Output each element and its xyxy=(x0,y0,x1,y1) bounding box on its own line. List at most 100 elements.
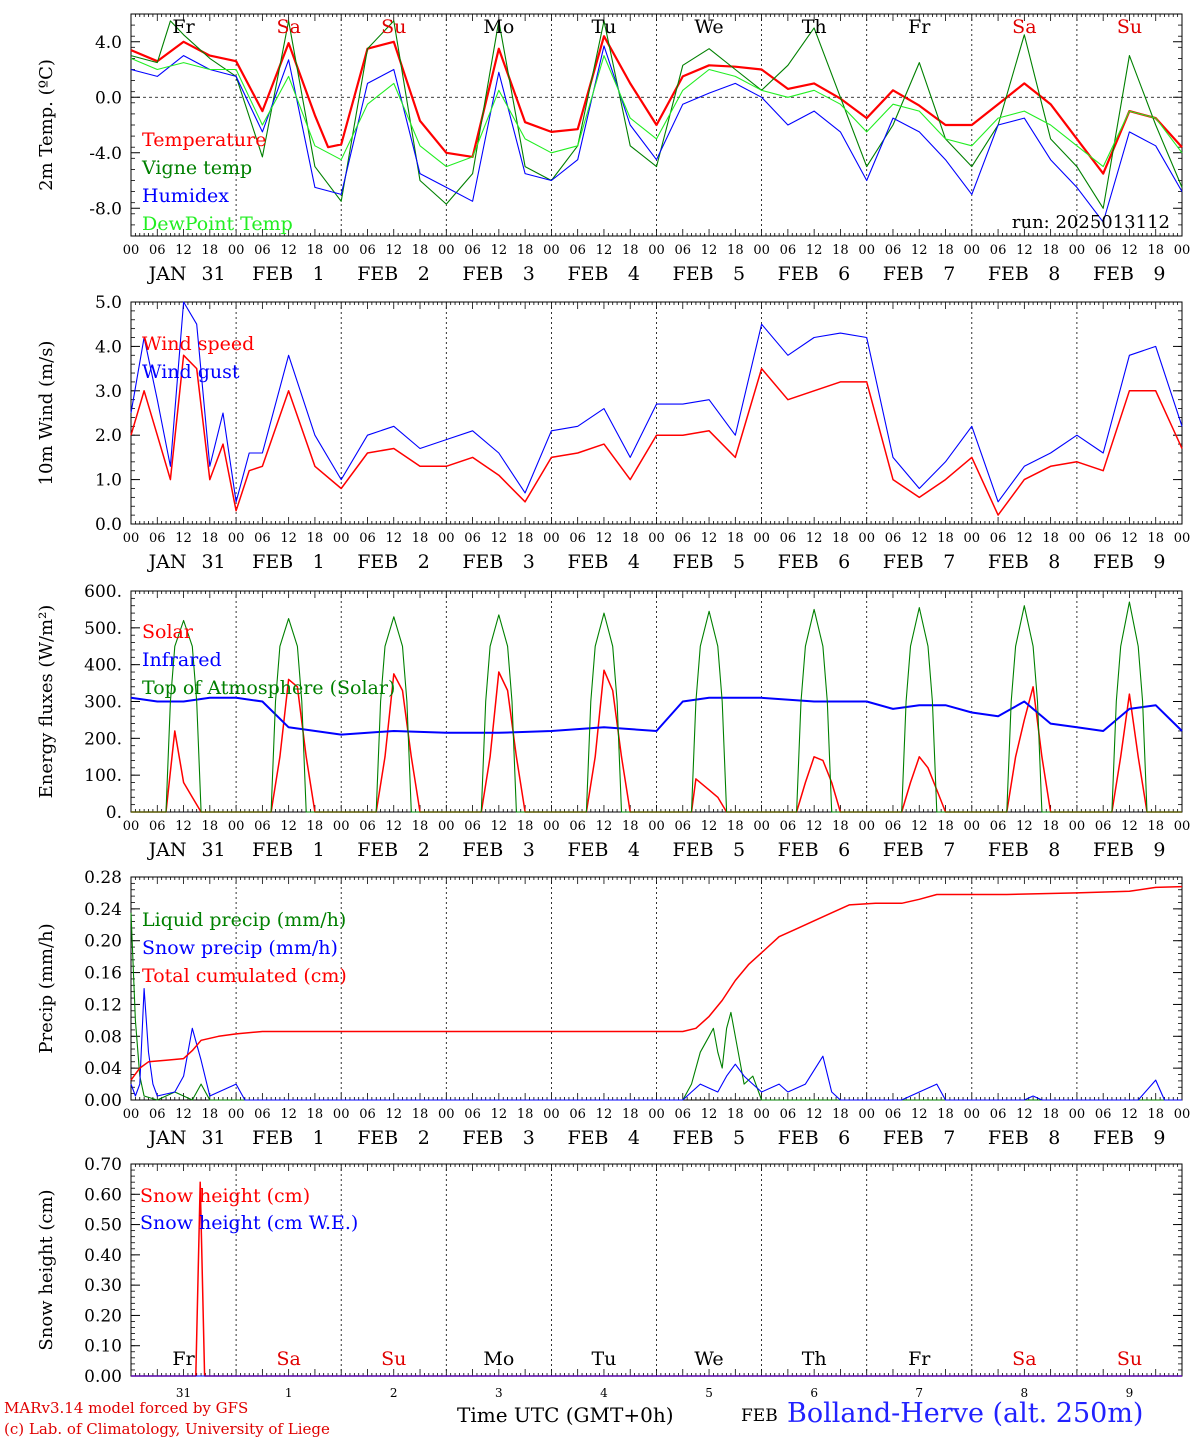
hour-tick-label: 12 xyxy=(280,1107,297,1122)
y-tick-label: 0.20 xyxy=(84,932,122,952)
hour-tick-label: 18 xyxy=(307,243,324,258)
hour-tick-label: 18 xyxy=(517,531,534,546)
hour-tick-label: 12 xyxy=(596,819,613,834)
date-day-label: 3 xyxy=(523,839,535,861)
hour-tick-label: 12 xyxy=(385,243,402,258)
y-tick-label: 0.00 xyxy=(84,1091,122,1111)
hour-tick-label: 18 xyxy=(412,1107,429,1122)
hour-tick-label: 00 xyxy=(1174,1107,1191,1122)
hour-tick-label: 12 xyxy=(596,243,613,258)
hour-tick-label: 12 xyxy=(701,1107,718,1122)
hour-tick-label: 00 xyxy=(964,531,981,546)
date-month-label: FEB xyxy=(462,839,503,861)
hour-tick-label: 12 xyxy=(701,243,718,258)
date-month-label: FEB xyxy=(883,1127,924,1149)
panel-snow: 0.00 0.10 0.20 0.30 0.40 0.50 0.60 0.70 Snow hei… xyxy=(36,1155,1183,1400)
hour-tick-label: 00 xyxy=(543,1107,560,1122)
hour-tick-label: 00 xyxy=(753,243,770,258)
date-month-label: FEB xyxy=(1093,839,1134,861)
date-day-label: 7 xyxy=(943,551,955,573)
weekday-label: We xyxy=(694,16,723,38)
weekday-label: Sa xyxy=(276,16,300,38)
hour-tick-label: 00 xyxy=(333,1107,350,1122)
panel-energy: 0. 100. 200. 300. 400. 500. 600. Energy fluxes … xyxy=(36,582,1190,861)
date-day-label: 3 xyxy=(523,551,535,573)
hour-tick-label: 06 xyxy=(254,819,271,834)
hour-tick-label: 06 xyxy=(359,1107,376,1122)
run-label: run: 2025013112 xyxy=(1012,212,1170,233)
panel-precip: 0.00 0.04 0.08 0.12 0.16 0.20 0.24 0.28 Precip (… xyxy=(36,868,1190,1149)
y-tick-label: 4.0 xyxy=(95,33,122,53)
hour-tick-label: 06 xyxy=(885,819,902,834)
weekday-label: Tu xyxy=(591,1348,616,1370)
date-day-label: 4 xyxy=(628,1127,640,1149)
hour-tick-label: 00 xyxy=(648,243,665,258)
legend-entry: Total cumulated (cm) xyxy=(142,965,347,987)
series-line xyxy=(130,354,1183,516)
hour-tick-label: 18 xyxy=(1042,243,1059,258)
date-month-label: FEB xyxy=(1093,1127,1134,1149)
hour-tick-label: 00 xyxy=(228,243,245,258)
date-month-label: FEB xyxy=(988,263,1029,285)
weekday-label: Su xyxy=(1117,16,1142,38)
date-day-label: 4 xyxy=(628,551,640,573)
hour-tick-label: 18 xyxy=(517,243,534,258)
date-month-label: FEB xyxy=(462,551,503,573)
y-tick-label: 400. xyxy=(84,656,122,676)
hour-tick-label: 12 xyxy=(911,1107,928,1122)
hour-tick-label: 06 xyxy=(359,819,376,834)
hour-tick-label: 18 xyxy=(832,819,849,834)
y-tick-label: 0.30 xyxy=(84,1276,122,1296)
model-note: MARv3.14 model forced by GFS xyxy=(4,1399,249,1417)
date-month-label: JAN xyxy=(147,551,187,573)
hour-tick-label: 06 xyxy=(254,1107,271,1122)
date-day-label: 31 xyxy=(201,263,225,285)
legend-entry: Vigne temp xyxy=(141,157,252,179)
hour-tick-label: 00 xyxy=(753,819,770,834)
hour-tick-label: 06 xyxy=(885,1107,902,1122)
weekday-label: Fr xyxy=(908,16,931,38)
y-tick-label: 0.20 xyxy=(84,1306,122,1326)
date-month-label: FEB xyxy=(252,551,293,573)
hour-tick-label: 00 xyxy=(543,243,560,258)
date-day-label: 4 xyxy=(628,839,640,861)
hour-tick-label: 12 xyxy=(911,531,928,546)
legend-entry: Wind gust xyxy=(142,361,240,383)
y-tick-label: 0.12 xyxy=(84,995,122,1015)
weekday-label: Th xyxy=(802,16,827,38)
y-axis-title: Energy fluxes (W/m²) xyxy=(36,605,57,799)
date-day-label: 6 xyxy=(838,1127,850,1149)
series-line xyxy=(131,601,1182,813)
hour-tick-label: 00 xyxy=(123,243,140,258)
day-number-label: 2 xyxy=(390,1386,398,1400)
hour-tick-label: 18 xyxy=(202,819,219,834)
hour-tick-label: 00 xyxy=(1174,531,1191,546)
hour-tick-label: 12 xyxy=(280,531,297,546)
date-day-label: 8 xyxy=(1048,839,1060,861)
station-title: Bolland-Herve (alt. 250m) xyxy=(787,1398,1144,1429)
y-tick-label: 200. xyxy=(84,729,122,749)
y-tick-label: 3.0 xyxy=(95,382,122,402)
series-line xyxy=(130,696,1183,736)
hour-tick-label: 06 xyxy=(1095,243,1112,258)
y-axis-title: Snow height (cm) xyxy=(36,1189,57,1350)
hour-tick-label: 06 xyxy=(569,531,586,546)
hour-tick-label: 00 xyxy=(438,1107,455,1122)
day-number-label: 31 xyxy=(176,1386,191,1400)
hour-tick-label: 12 xyxy=(701,531,718,546)
date-day-label: 31 xyxy=(201,839,225,861)
hour-tick-label: 12 xyxy=(175,243,192,258)
hour-tick-label: 18 xyxy=(307,819,324,834)
hour-tick-label: 06 xyxy=(1095,1107,1112,1122)
hour-tick-label: 18 xyxy=(622,1107,639,1122)
date-day-label: 2 xyxy=(418,839,430,861)
date-day-label: 3 xyxy=(523,263,535,285)
date-day-label: 6 xyxy=(838,551,850,573)
date-month-label: FEB xyxy=(357,263,398,285)
hour-tick-label: 12 xyxy=(806,1107,823,1122)
y-tick-label: 600. xyxy=(84,582,122,602)
y-tick-label: 0.10 xyxy=(84,1337,122,1357)
hour-tick-label: 06 xyxy=(675,531,692,546)
date-day-label: 5 xyxy=(733,551,745,573)
hour-tick-label: 00 xyxy=(1069,819,1086,834)
